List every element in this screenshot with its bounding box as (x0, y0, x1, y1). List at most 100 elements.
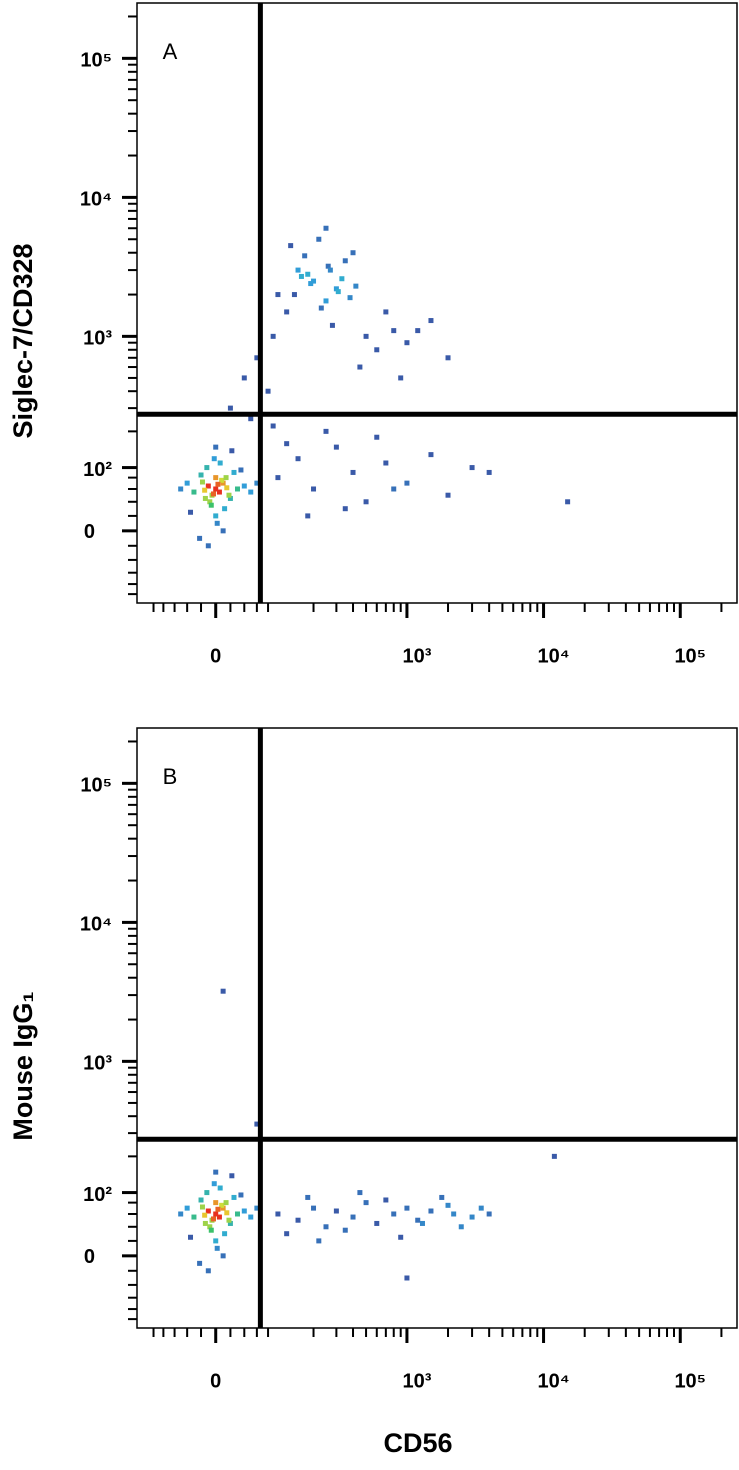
event-dot (208, 1227, 214, 1233)
event-dot (222, 506, 228, 512)
y-axis-label: Mouse IgG₁ (8, 991, 38, 1140)
event-dot (210, 491, 216, 497)
event-dot (363, 333, 369, 339)
y-tick-label: 0 (84, 521, 95, 543)
event-dot (205, 543, 211, 549)
y-tick-label: 10⁵ (80, 775, 112, 797)
event-dot (248, 416, 254, 422)
event-dot (210, 1216, 216, 1222)
event-dot (308, 281, 314, 287)
event-dot (198, 472, 204, 478)
event-dot (288, 243, 294, 249)
event-dot (486, 469, 492, 475)
event-dot (415, 1217, 421, 1223)
event-dot (445, 1202, 451, 1208)
event-dot (214, 520, 220, 526)
event-dot (284, 309, 290, 315)
event-dot (305, 271, 311, 277)
event-dot (234, 1211, 240, 1217)
event-dot (226, 492, 232, 498)
event-dot (323, 225, 329, 231)
event-dot (445, 355, 451, 361)
event-dot (238, 1192, 244, 1198)
event-dot (184, 1205, 190, 1211)
event-dot (275, 1211, 281, 1217)
event-dot (323, 1224, 329, 1230)
event-dot (298, 273, 304, 279)
event-dot (295, 456, 301, 462)
event-dot (374, 1220, 380, 1226)
event-dot (551, 1153, 557, 1159)
event-dot (311, 486, 317, 492)
event-dot (191, 489, 197, 495)
event-dot (216, 489, 222, 495)
event-dot (323, 428, 329, 434)
event-dot (223, 1200, 229, 1206)
event-dot (220, 528, 226, 534)
event-dot (404, 480, 410, 486)
event-dot (207, 1224, 213, 1230)
event-dot (227, 1220, 233, 1226)
event-dot (213, 1238, 219, 1244)
event-dot (184, 480, 190, 486)
event-dot (215, 481, 221, 487)
event-dot (353, 283, 359, 289)
event-dot (270, 423, 276, 429)
event-dot (383, 309, 389, 315)
event-dot (204, 465, 210, 471)
event-dot (383, 1197, 389, 1203)
event-dot (241, 483, 247, 489)
event-dot (295, 267, 301, 273)
event-dot (391, 1211, 397, 1217)
y-tick-label: 10² (83, 459, 112, 481)
x-axis-label: CD56 (383, 1428, 452, 1458)
event-dot (302, 253, 308, 259)
event-dot (439, 1194, 445, 1200)
event-dot (178, 1211, 184, 1217)
y-tick-label: 10⁴ (80, 914, 112, 936)
event-dot (220, 988, 226, 994)
event-dot (231, 1194, 237, 1200)
event-dot (213, 1200, 219, 1206)
event-dot (270, 333, 276, 339)
event-dot (357, 364, 363, 370)
event-dot (208, 502, 214, 508)
event-dot (305, 1194, 311, 1200)
event-dot (217, 460, 223, 466)
y-tick-label: 10³ (83, 328, 112, 350)
event-dot (220, 1253, 226, 1259)
event-dot (291, 292, 297, 298)
event-dot (213, 475, 219, 481)
event-dot (329, 322, 335, 328)
event-dot (248, 1214, 254, 1220)
event-dot (238, 467, 244, 473)
event-dot (374, 434, 380, 440)
event-dot (223, 475, 229, 481)
x-tick-label: 0 (210, 1370, 221, 1392)
event-dot (207, 499, 213, 505)
event-dot (202, 495, 208, 501)
event-dot (350, 469, 356, 475)
event-dot (347, 295, 353, 301)
event-dot (428, 318, 434, 324)
event-dot (404, 340, 410, 346)
event-dot (197, 535, 203, 541)
event-dot (478, 1205, 484, 1211)
event-dot (398, 375, 404, 381)
event-dot (215, 1206, 221, 1212)
event-dot (202, 487, 208, 493)
event-dot (428, 452, 434, 458)
event-dot (339, 276, 345, 282)
x-tick-label: 10⁴ (537, 1370, 569, 1392)
event-dot (213, 486, 219, 492)
event-dot (178, 486, 184, 492)
event-dot (224, 485, 230, 491)
event-dot (224, 1210, 230, 1216)
event-dot (295, 1217, 301, 1223)
event-dot (374, 347, 380, 353)
panel-letter: A (163, 39, 178, 64)
event-dot (229, 1173, 235, 1179)
event-dot (199, 479, 205, 485)
event-dot (254, 1205, 260, 1211)
